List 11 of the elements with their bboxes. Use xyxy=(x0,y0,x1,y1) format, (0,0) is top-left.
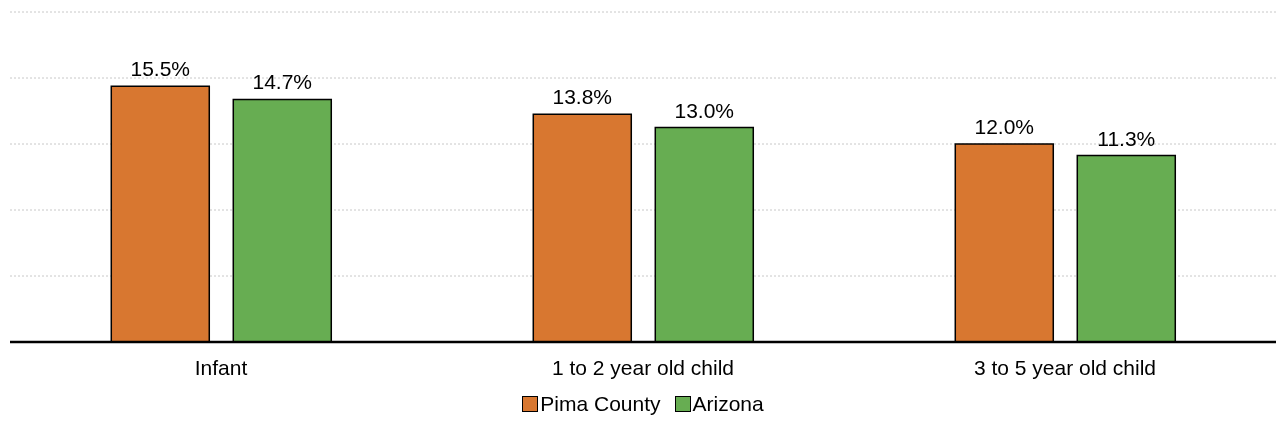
x-tick-label: 1 to 2 year old child xyxy=(551,355,735,379)
data-label: 13.0% xyxy=(674,98,735,122)
legend-label: Pima County xyxy=(540,392,661,416)
data-label: 11.3% xyxy=(1097,126,1156,150)
x-tick-label: 3 to 5 year old child xyxy=(973,355,1157,379)
legend-label: Arizona xyxy=(692,392,764,416)
data-label: 13.8% xyxy=(552,85,613,109)
x-tick-label: Infant xyxy=(194,355,248,379)
data-label: 14.7% xyxy=(252,70,313,94)
data-label: 15.5% xyxy=(130,57,191,81)
data-label: 12.0% xyxy=(974,115,1035,138)
